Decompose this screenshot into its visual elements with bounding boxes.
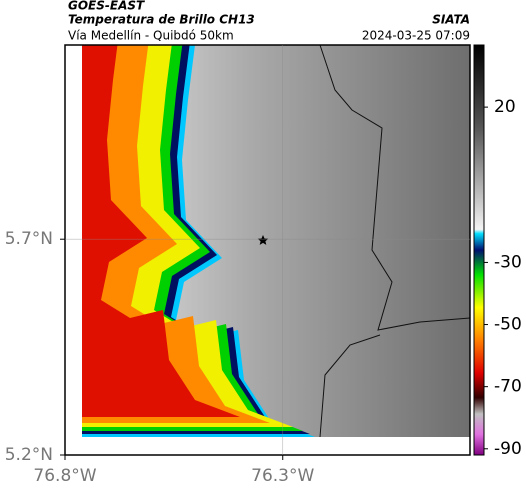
x-tick-label: 76.8°W — [33, 466, 96, 486]
x-tick-label: 76.3°W — [251, 466, 314, 486]
colorbar-tick-label: -90 — [494, 439, 522, 459]
timestamp: 2024-03-25 07:09 — [362, 29, 470, 43]
imagery — [82, 45, 470, 437]
subtitle: Vía Medellín - Quibdó 50km — [68, 29, 234, 43]
source: GOES-EAST — [68, 0, 145, 13]
map-frame — [64, 44, 471, 456]
colorbar-tick-label: -70 — [494, 377, 522, 397]
colorbar-tick-label: -50 — [494, 315, 522, 335]
agency: SIATA — [432, 13, 470, 27]
title: Temperatura de Brillo CH13 — [68, 13, 255, 27]
y-tick-label: 5.7°N — [5, 229, 53, 249]
location-marker — [257, 235, 269, 245]
colorbar-tick-label: -30 — [494, 252, 522, 272]
colorbar — [473, 44, 485, 456]
y-tick-label: 5.2°N — [5, 445, 53, 465]
colorbar-tick-label: 20 — [494, 97, 516, 117]
